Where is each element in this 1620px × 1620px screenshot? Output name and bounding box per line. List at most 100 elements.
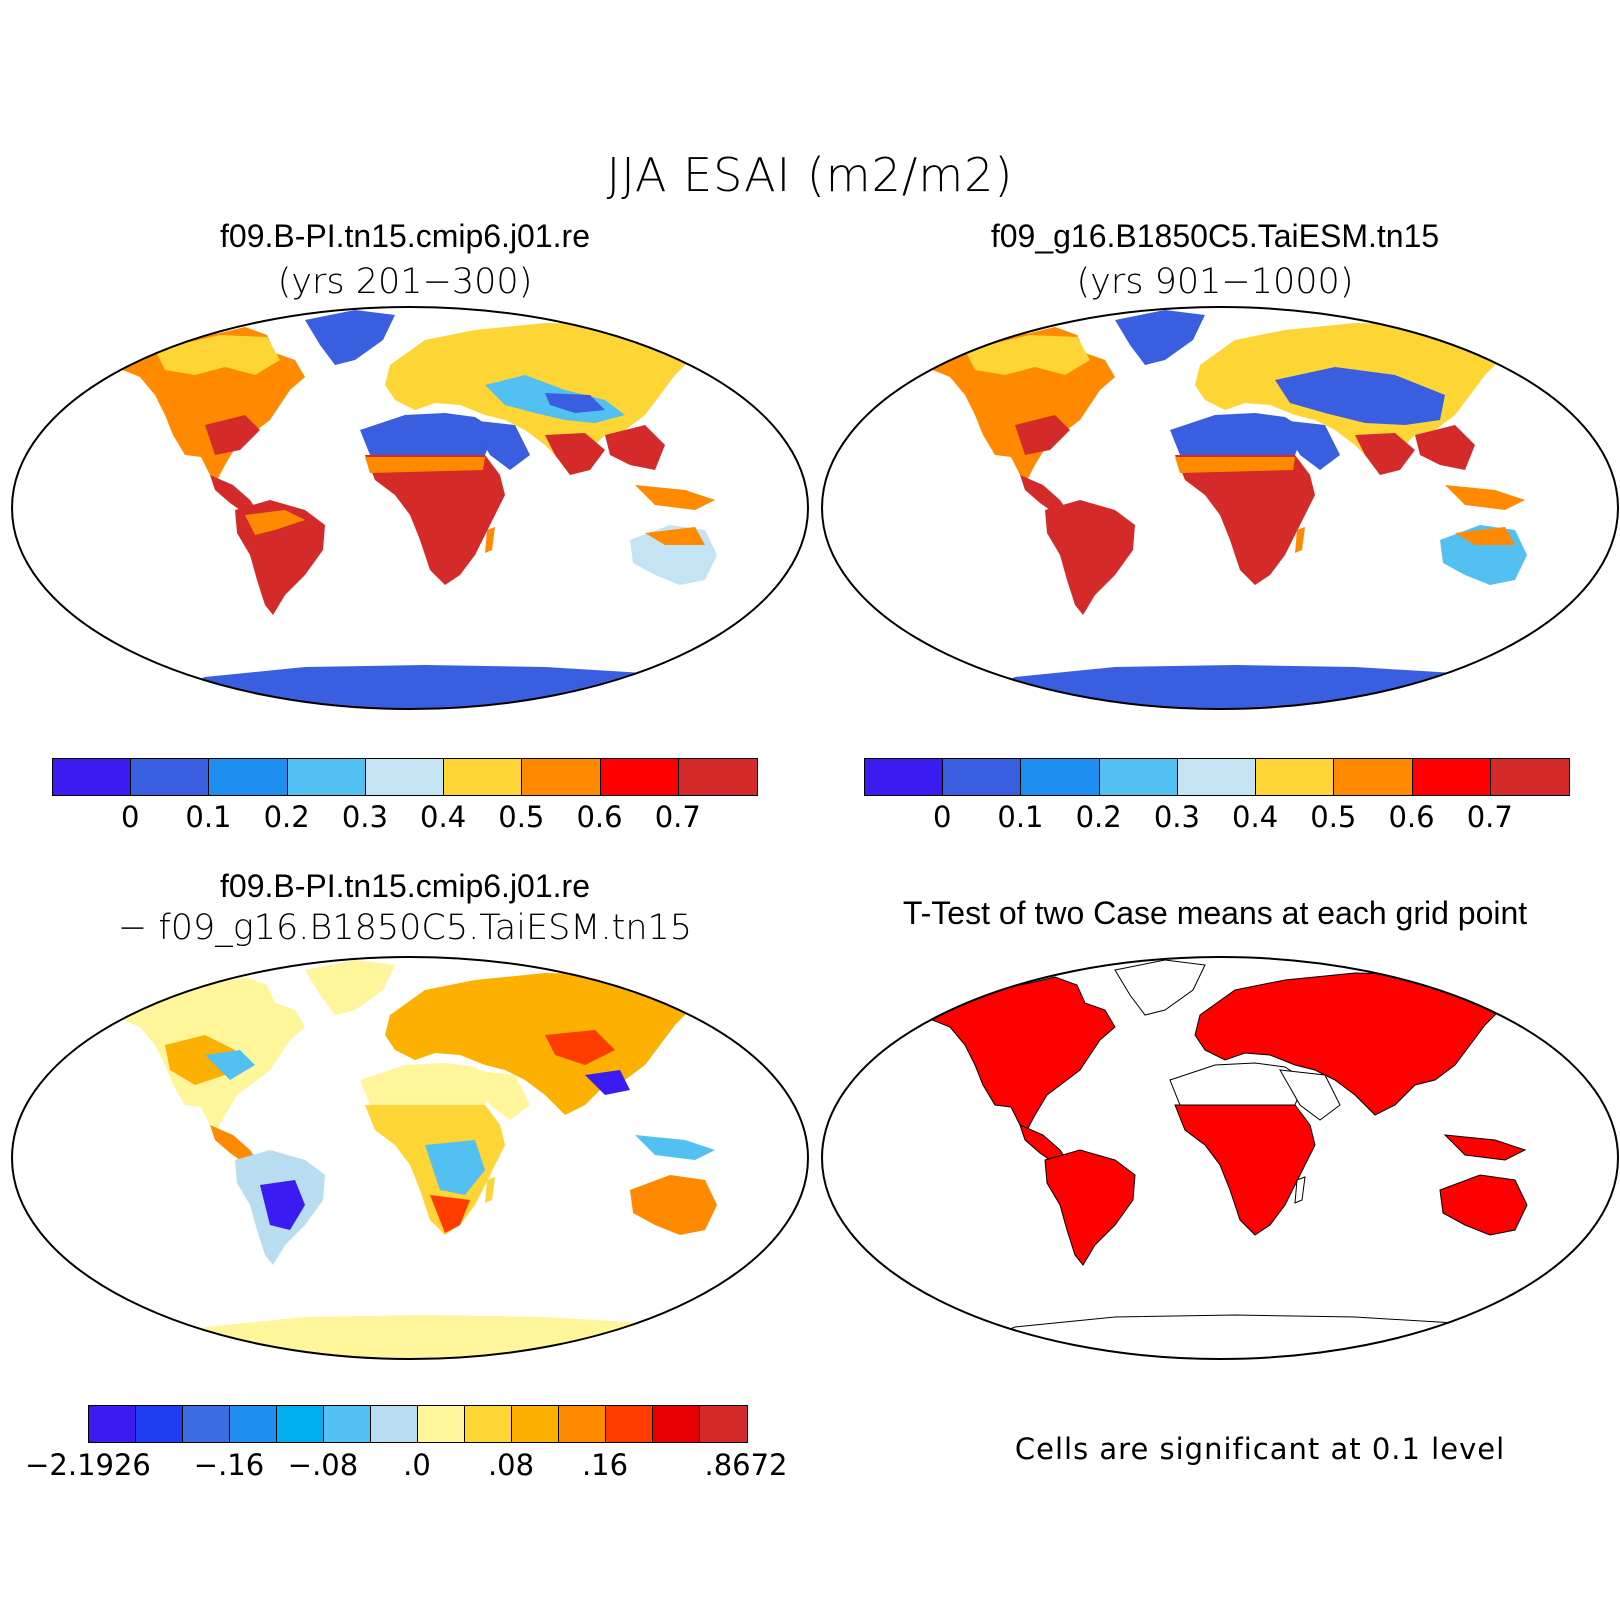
africa-south-blue	[425, 1140, 485, 1195]
bottom-left-panel-subtitle: − f09_g16.B1850C5.TaiESM.tn15	[117, 908, 693, 948]
bottom-left-panel-title: f09.B-PI.tn15.cmip6.j01.re	[220, 868, 590, 904]
indonesia-landmass	[635, 485, 715, 510]
colorbar-tick-label: −.08	[287, 1448, 359, 1482]
madagascar-landmass	[1295, 527, 1305, 553]
colorbar-swatch	[559, 1406, 606, 1442]
colorbar-tick-label: 0.6	[1388, 800, 1435, 834]
southeast-asia-red	[1415, 425, 1475, 470]
colorbar-tick-label: 0.6	[576, 800, 623, 834]
madagascar-landmass	[485, 1177, 495, 1203]
colorbar-swatch	[371, 1406, 418, 1442]
colorbar-swatch	[209, 759, 288, 795]
colorbar-tick-label: .8672	[704, 1448, 788, 1482]
colorbar-swatch	[53, 759, 132, 795]
bottom-right-panel-title: T-Test of two Case means at each grid po…	[902, 895, 1528, 931]
africa-north	[360, 1063, 495, 1110]
colorbar-swatch	[1256, 759, 1335, 795]
top-left-map	[11, 306, 809, 710]
africa-sahel-orange	[365, 457, 485, 473]
colorbar-tick-label: .16	[581, 1448, 629, 1482]
colorbar-swatch	[1099, 759, 1178, 795]
antarctica-outline	[822, 1314, 1618, 1359]
top-right-colorbar	[864, 758, 1570, 796]
colorbar-tick-label: 0.2	[1075, 800, 1122, 834]
colorbar-tick-label: .08	[487, 1448, 535, 1482]
colorbar-tick-label: 0	[932, 800, 952, 834]
north-america-significant	[908, 976, 1116, 1131]
africa-south-orange	[430, 1195, 470, 1233]
colorbar-tick-label: 0.5	[498, 800, 545, 834]
colorbar-swatch	[653, 1406, 700, 1442]
indonesia-landmass	[635, 1135, 715, 1160]
colorbar-swatch	[1490, 759, 1569, 795]
bottom-right-map	[821, 956, 1619, 1360]
south-america-orange	[245, 510, 305, 535]
asia-dark-blue	[545, 393, 605, 413]
africa-landmass	[1175, 455, 1315, 585]
colorbar-tick-label: 0.3	[341, 800, 388, 834]
africa-north-blue	[360, 413, 495, 460]
colorbar-swatch	[230, 1406, 277, 1442]
colorbar-swatch	[1334, 759, 1413, 795]
bottom-left-map	[11, 956, 809, 1360]
colorbar-tick-label: 0.7	[1466, 800, 1513, 834]
colorbar-tick-label: −.16	[193, 1448, 265, 1482]
australia-north-orange	[1455, 527, 1515, 545]
colorbar-swatch	[600, 759, 679, 795]
arabia-landmass	[1280, 420, 1340, 470]
north-america-orange	[165, 1035, 235, 1085]
colorbar-swatch	[89, 1406, 136, 1442]
asia-red-region	[545, 1030, 615, 1065]
colorbar-swatch	[865, 759, 944, 795]
north-america-north-yellow	[155, 335, 280, 375]
top-right-map	[821, 306, 1619, 710]
colorbar-swatch	[465, 1406, 512, 1442]
antarctica-landmass	[822, 665, 1618, 709]
arabia-landmass	[470, 420, 530, 470]
australia-landmass	[630, 1175, 717, 1235]
africa-significant	[1174, 1104, 1316, 1236]
indonesia-significant	[1443, 1134, 1527, 1161]
top-right-panel-title: f09_g16.B1850C5.TaiESM.tn15	[990, 218, 1440, 254]
colorbar-swatch	[444, 759, 523, 795]
colorbar-swatch	[131, 759, 210, 795]
colorbar-tick-label: 0.4	[1232, 800, 1279, 834]
asia-blue-patch	[585, 1070, 630, 1095]
antarctica-landmass	[12, 1315, 808, 1359]
greenland-landmass	[305, 960, 395, 1015]
colorbar-swatch	[183, 1406, 230, 1442]
south-america-landmass	[1045, 500, 1135, 615]
top-right-panel-subtitle: (yrs 901−1000)	[1076, 262, 1354, 302]
colorbar-swatch	[606, 1406, 653, 1442]
north-america-east-red	[205, 415, 260, 455]
india-red	[545, 433, 605, 475]
colorbar-swatch	[365, 759, 445, 795]
colorbar-tick-label: 0.4	[420, 800, 467, 834]
madagascar-landmass	[485, 527, 495, 553]
colorbar-tick-label: −2.1926	[25, 1448, 151, 1482]
significance-note: Cells are significant at 0.1 level	[1014, 1432, 1506, 1466]
australia-significant	[1439, 1174, 1528, 1236]
colorbar-swatch	[1412, 759, 1491, 795]
colorbar-tick-label: 0.2	[263, 800, 310, 834]
greenland-landmass	[1115, 310, 1205, 365]
arabia-landmass	[470, 1070, 530, 1120]
southeast-asia-red	[605, 425, 665, 470]
africa-north-blue	[1170, 413, 1305, 460]
north-america-north-yellow	[965, 335, 1090, 375]
colorbar-swatch	[277, 1406, 324, 1442]
colorbar-tick-label: .0	[403, 1448, 431, 1482]
colorbar-swatch	[324, 1406, 371, 1442]
bottom-left-colorbar	[88, 1405, 748, 1443]
top-left-colorbar	[52, 758, 758, 796]
figure-title: JJA ESAI (m2/m2)	[606, 148, 1014, 202]
madagascar-outline	[1294, 1176, 1306, 1204]
colorbar-swatch	[1177, 759, 1257, 795]
north-america-east-red	[1015, 415, 1070, 455]
south-america-significant	[1044, 1149, 1136, 1266]
colorbar-tick-label: 0.3	[1153, 800, 1200, 834]
colorbar-tick-label: 0.1	[185, 800, 232, 834]
australia-north-orange	[645, 527, 705, 545]
asia-blue-region	[1275, 367, 1445, 425]
top-left-panel-title: f09.B-PI.tn15.cmip6.j01.re	[220, 218, 590, 254]
